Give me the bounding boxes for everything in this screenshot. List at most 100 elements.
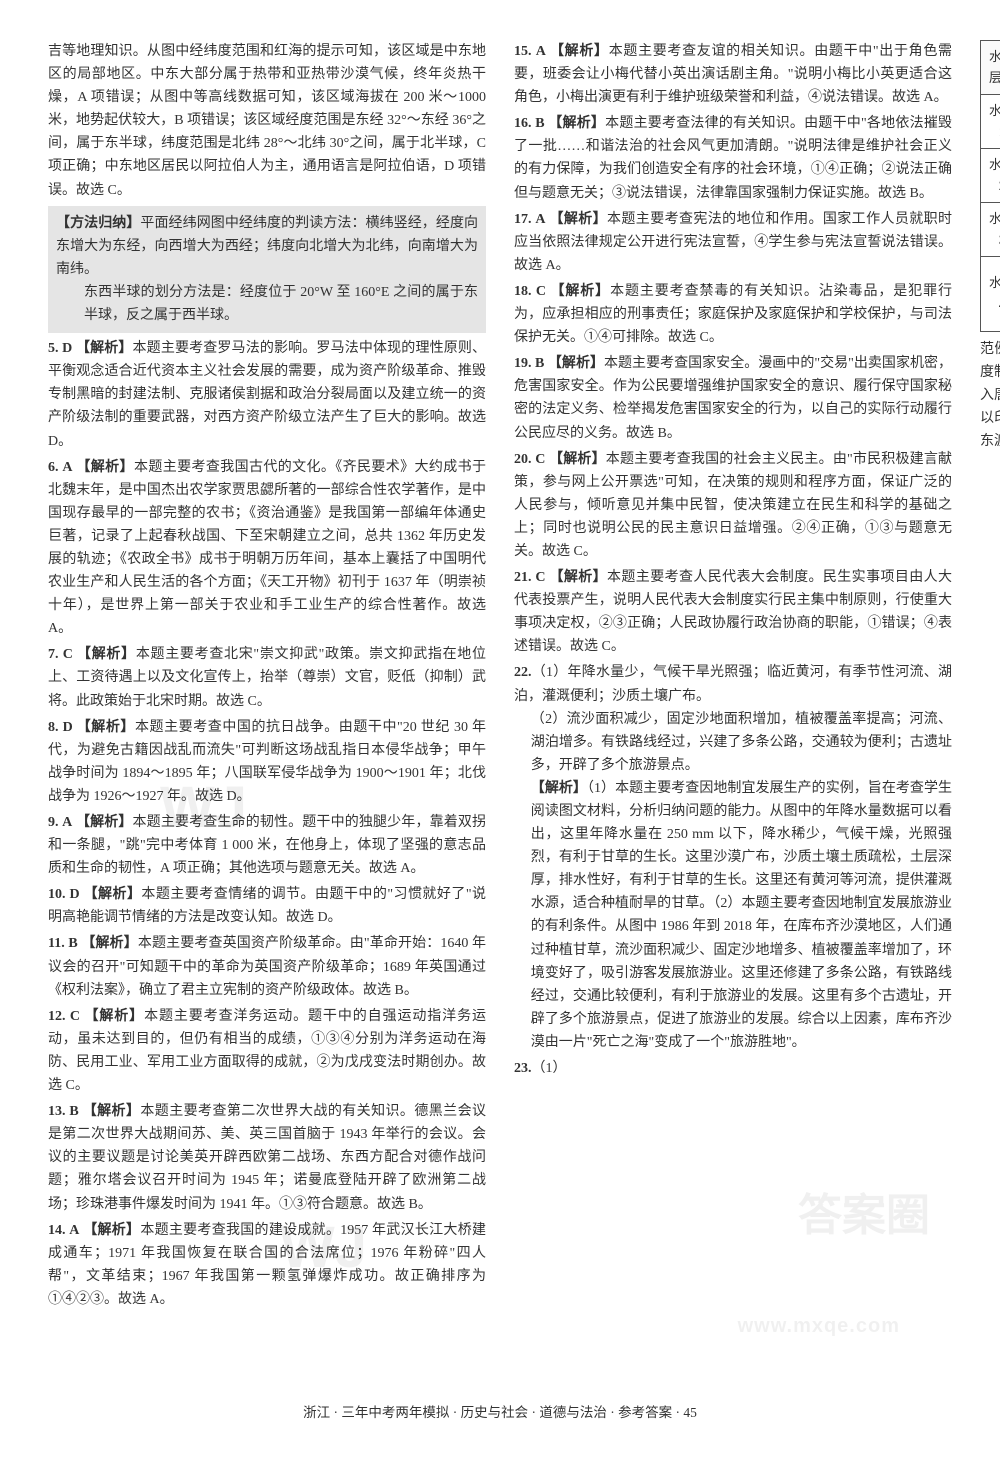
q23-p1: （1） [532,1061,567,1076]
q4-continuation: 吉等地理知识。从图中经纬度范围和红海的提示可知，该区域是中东地区的局部地区。中东… [48,40,486,202]
q7-ans: C [63,647,73,662]
table-header-row: 水平层次 资料选择 理由阐述 赋分 [981,41,1000,95]
q18-num: 18. [514,284,532,299]
table-row: 水平 1 有资料选择 未阐述理由或阐述完全错误。 0 分 [981,94,1000,148]
q10-ans: D [69,887,79,902]
q6: 6. A 【解析】本题主要考查我国古代的文化。《齐民要术》大约成书于北魏末年，是… [48,456,486,641]
q7-label: 【解析】 [77,647,136,662]
q16-ans: B [535,116,544,131]
q14-label: 【解析】 [83,1223,140,1238]
q16: 16. B 【解析】本题主要考查法律的有关知识。由题干中"各地依法摧毁了一批……… [514,112,952,204]
q11-label: 【解析】 [81,936,138,951]
q23-table: 水平层次 资料选择 理由阐述 赋分 水平 1 有资料选择 未阐述理由或阐述完全错… [980,40,1000,332]
q8-num: 8. [48,720,59,735]
q6-ans: A [62,460,72,475]
q6-num: 6. [48,460,59,475]
method-box: 【方法归纳】平面经纬网图中经纬度的判读方法：横纬竖经，经度向东增大为东经，向西增… [48,206,486,333]
q22-num: 22. [514,665,532,680]
q5-label: 【解析】 [76,341,133,356]
table-row: 水平 3 选 AC 或 CD 或 AD 能从对应的两个史料中获取有效信息来阐述理… [981,202,1000,256]
q17-ans: A [535,212,545,227]
q12-ans: C [70,1009,80,1024]
q22-label: 【解析】 [531,781,587,796]
q23-tail: 范例：选 ACD。理由：资料 A 属于文献资料，反映的是唐太宗时期印度制糖技术传… [980,338,1000,453]
q15: 15. A 【解析】本题主要考查友谊的相关知识。由题干中"出于角色需要，班委会让… [514,40,952,109]
cell: 水平 3 [981,202,1000,256]
q8-label: 【解析】 [77,720,135,735]
q22: 22.（1）年降水量少，气候干旱光照强；临近黄河，有季节性河流、湖泊，灌溉便利；… [514,661,952,1054]
q22-p1: （1）年降水量少，气候干旱光照强；临近黄河，有季节性河流、湖泊，灌溉便利；沙质土… [514,665,952,703]
q9-ans: A [62,815,72,830]
q23-num: 23. [514,1061,532,1076]
q20-label: 【解析】 [549,452,606,467]
q18-label: 【解析】 [550,284,610,299]
q14-num: 14. [48,1223,66,1238]
q13-label: 【解析】 [83,1104,141,1119]
q16-label: 【解析】 [548,116,605,131]
q22-exp: （1）本题主要考查因地制宜发展生产的实例，旨在考查学生阅读图文材料，分析归纳问题… [531,781,952,1050]
q11-num: 11. [48,936,65,951]
q13: 13. B 【解析】本题主要考查第二次世界大战的有关知识。德黑兰会议是第二次世界… [48,1100,486,1215]
q20-num: 20. [514,452,532,467]
q12-label: 【解析】 [84,1009,144,1024]
method-line2: 东西半球的划分方法是：经度位于 20°W 至 160°E 之间的属于东半球，反之… [56,281,478,327]
q16-num: 16. [514,116,532,131]
q23-table-wrap: 水平层次 资料选择 理由阐述 赋分 水平 1 有资料选择 未阐述理由或阐述完全错… [980,40,1000,332]
q10-num: 10. [48,887,66,902]
q19: 19. B 【解析】本题主要考查国家安全。漫画中的"交易"出卖国家机密，危害国家… [514,352,952,444]
q8: 8. D 【解析】本题主要考查中国的抗日战争。由题干中"20 世纪 30 年代，… [48,716,486,808]
q11: 11. B 【解析】本题主要考查英国资产阶级革命。由"革命开始：1640 年议会… [48,932,486,1001]
q18-ans: C [536,284,546,299]
q10-label: 【解析】 [84,887,142,902]
q21-label: 【解析】 [549,570,607,585]
q20-text: 本题主要考查我国的社会主义民主。由"市民积极建言献策，参与网上公开票选"可知，在… [514,452,952,559]
q15-label: 【解析】 [550,44,609,59]
q20-ans: C [535,452,545,467]
q13-ans: B [69,1104,78,1119]
q6-text: 本题主要考查我国古代的文化。《齐民要术》大约成书于北魏末年，是中国杰出农学家贾思… [48,460,486,637]
cell: 水平 2 [981,148,1000,202]
q5-num: 5. [48,341,59,356]
q9-label: 【解析】 [76,815,133,830]
q7: 7. C 【解析】本题主要考查北宋"崇文抑武"政策。崇文抑武指在地位上、工资待遇… [48,643,486,712]
method-title: 【方法归纳】 [56,216,140,231]
q9-num: 9. [48,815,59,830]
q5: 5. D 【解析】本题主要考查罗马法的影响。罗马法中体现的理性原则、平衡观念适合… [48,337,486,452]
q19-label: 【解析】 [548,356,604,371]
q14-ans: A [69,1223,79,1238]
q6-label: 【解析】 [76,460,134,475]
q11-ans: B [68,936,77,951]
q12: 12. C 【解析】本题主要考查洋务运动。题干中的自强运动指洋务运动，虽未达到目… [48,1005,486,1097]
q20: 20. C 【解析】本题主要考查我国的社会主义民主。由"市民积极建言献策，参与网… [514,448,952,563]
q14: 14. A 【解析】本题主要考查我国的建设成就。1957 年武汉长江大桥建成通车… [48,1219,486,1311]
q15-ans: A [536,44,546,59]
q21: 21. C 【解析】本题主要考查人民代表大会制度。民生实事项目由人大代表投票产生… [514,566,952,658]
cell: 水平 4 [981,256,1000,331]
q15-num: 15. [514,44,532,59]
q18: 18. C 【解析】本题主要考查禁毒的有关知识。沾染毒品，是犯罪行为，应承担相应… [514,280,952,349]
q17-num: 17. [514,212,532,227]
q8-ans: D [63,720,73,735]
q21-num: 21. [514,570,532,585]
q5-text: 本题主要考查罗马法的影响。罗马法中体现的理性原则、平衡观念适合近代资本主义社会发… [48,341,486,448]
th-level: 水平层次 [981,41,1000,95]
table-row: 水平 2 选 A 或 C 或 D 能从对应的单个史料中获取有效信息来阐述理由，并… [981,148,1000,202]
table-row: 水平 4 选 ACD 能从三个史料中获取有效信息来阐述理由，并能指出不选资料 B… [981,256,1000,331]
q5-ans: D [62,341,72,356]
q21-ans: C [535,570,545,585]
q7-num: 7. [48,647,59,662]
q4-text: 吉等地理知识。从图中经纬度范围和红海的提示可知，该区域是中东地区的局部地区。中东… [48,44,486,198]
q13-text: 本题主要考查第二次世界大战的有关知识。德黑兰会议是第二次世界大战期间苏、美、英三… [48,1104,486,1211]
q23-head: 23.（1） [514,1057,952,1080]
q19-num: 19. [514,356,532,371]
q23-tail-text: 范例：选 ACD。理由：资料 A 属于文献资料，反映的是唐太宗时期印度制糖技术传… [980,342,1000,449]
cell: 水平 1 [981,94,1000,148]
q10: 10. D 【解析】本题主要考查情绪的调节。由题干中的"习惯就好了"说明高艳能调… [48,883,486,929]
q12-num: 12. [48,1009,66,1024]
page-footer: 浙江 · 三年中考两年模拟 · 历史与社会 · 道德与法治 · 参考答案 · 4… [0,1390,1000,1448]
q19-ans: B [535,356,544,371]
q22-p2: （2）流沙面积减少，固定沙地面积增加，植被覆盖率提高；河流、湖泊增多。有铁路线经… [514,708,952,777]
q17-label: 【解析】 [549,212,607,227]
q9: 9. A 【解析】本题主要考查生命的韧性。题干中的独腿少年，靠着双拐和一条腿，"… [48,811,486,880]
q17: 17. A 【解析】本题主要考查宪法的地位和作用。国家工作人员就职时应当依照法律… [514,208,952,277]
